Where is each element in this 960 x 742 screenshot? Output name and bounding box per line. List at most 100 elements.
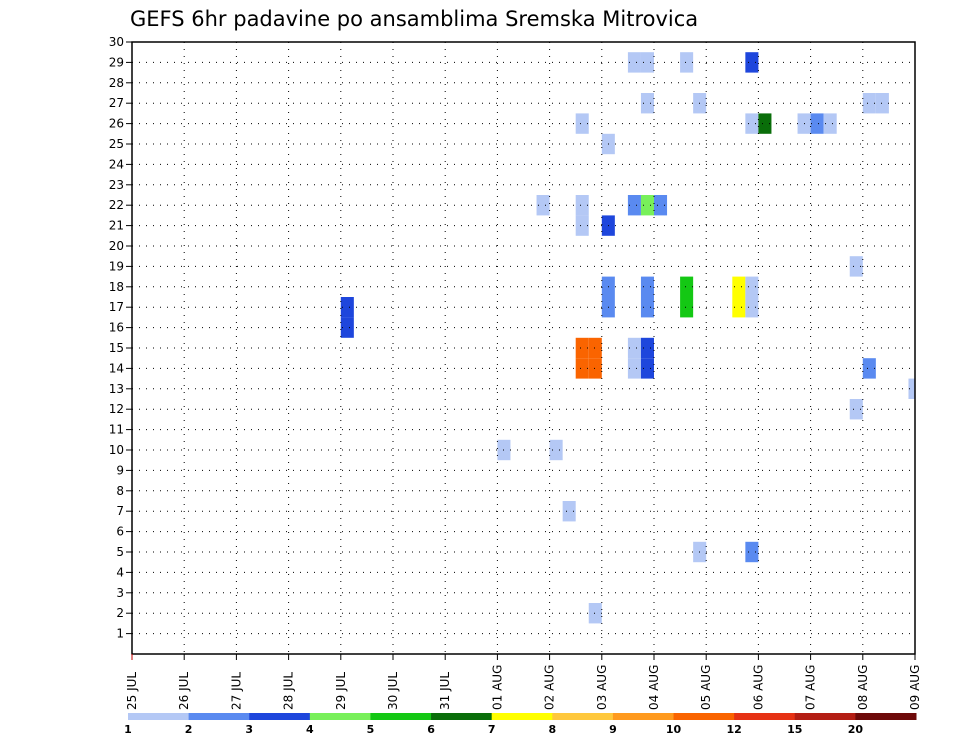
legend-label: 8 [548,723,556,736]
precip-cell [908,378,915,399]
legend-label: 9 [609,723,617,736]
y-tick-label: 1 [116,627,124,641]
x-tick-label: 01 AUG [490,665,504,710]
precip-cell [575,358,589,379]
y-tick-label: 7 [116,504,124,518]
precip-cell [680,276,694,297]
legend-label: 5 [367,723,375,736]
precip-cell [862,93,876,114]
y-tick-label: 18 [109,280,124,294]
precip-cell [627,337,641,359]
precip-cell [680,52,694,73]
legend-swatch [673,713,735,720]
precip-cell [640,337,654,359]
x-tick-label: 31 JUL [438,672,452,710]
precip-cell [823,113,837,134]
precip-cell [588,358,602,379]
x-tick-label: 30 JUL [386,672,400,710]
y-tick-label: 17 [109,300,124,314]
y-tick-label: 25 [109,137,124,151]
precip-cell [758,113,772,134]
y-tick-label: 5 [116,545,124,559]
y-tick-label: 16 [109,321,124,335]
precip-cell [745,276,759,297]
precip-cell [588,603,602,624]
y-tick-label: 2 [116,606,124,620]
y-tick-label: 6 [116,525,124,539]
precip-cell [575,195,589,216]
legend-label: 6 [427,723,435,736]
x-tick-label: 28 JUL [282,672,296,710]
y-tick-label: 8 [116,484,124,498]
x-tick-label: 25 JUL [125,672,139,710]
x-tick-label: 02 AUG [543,665,557,710]
precip-cell [732,297,746,318]
x-tick-label: 29 JUL [334,672,348,710]
precip-cell [588,337,602,359]
y-tick-label: 11 [109,423,124,437]
precip-cell [654,195,668,216]
precipitation-cells [340,52,915,624]
legend-swatch [612,713,675,720]
precip-cell [627,52,641,73]
precip-cell [862,358,876,379]
legend-label: 2 [185,723,193,736]
legend-swatch [431,713,493,720]
precip-cell [640,358,654,379]
y-tick-label: 28 [109,76,124,90]
x-tick-label: 26 JUL [177,672,191,710]
legend-swatch [188,713,250,720]
precip-cell [745,297,759,318]
legend-swatch [491,713,553,720]
precip-cell [549,439,563,461]
precip-cell [849,256,863,277]
precip-cell [640,297,654,318]
legend-swatch [794,713,856,720]
precip-cell [640,276,654,297]
legend-swatch [734,713,796,720]
precip-cell [575,113,589,134]
precip-cell [849,399,863,420]
legend-swatch [370,713,432,720]
precip-cell [745,541,759,563]
legend-swatch [249,713,311,720]
legend-label: 4 [306,723,314,736]
precip-cell [640,93,654,114]
legend-label: 1 [124,723,132,736]
y-tick-label: 23 [109,178,124,192]
precip-cell [340,317,354,338]
x-tick-label: 05 AUG [699,665,713,710]
precip-cell [536,195,550,216]
y-tick-label: 15 [109,341,124,355]
legend-label: 3 [245,723,253,736]
y-tick-label: 22 [109,198,124,212]
y-tick-label: 30 [109,35,124,49]
legend-swatch [552,713,614,720]
y-tick-label: 12 [109,402,124,416]
y-tick-label: 20 [109,239,124,253]
x-tick-label: 03 AUG [595,665,609,710]
legend-label: 15 [787,723,802,736]
x-axis: 25 JUL 26 JUL 27 JUL 28 JUL 29 JUL 30 JUL 31 J… [125,654,922,710]
y-tick-label: 13 [109,382,124,396]
precip-cell [627,358,641,379]
precip-cell [732,276,746,297]
y-axis: 1234567891011121314151617181920212223242… [109,35,132,641]
y-tick-label: 29 [109,55,124,69]
x-tick-label: 07 AUG [804,665,818,710]
y-tick-label: 19 [109,259,124,273]
precip-cell [810,113,824,134]
y-tick-label: 26 [109,117,124,131]
legend-swatch [128,713,190,720]
y-tick-label: 21 [109,219,124,233]
precip-cell [575,215,589,236]
y-tick-label: 27 [109,96,124,110]
y-tick-label: 10 [109,443,124,457]
precip-cell [575,337,589,359]
legend-swatch [855,713,917,720]
precip-cell [340,297,354,318]
precip-cell [640,52,654,73]
legend: 1 2 3 4 5 6 7 8 9 10 12 15 20 [124,713,917,736]
x-tick-label: 04 AUG [647,665,661,710]
